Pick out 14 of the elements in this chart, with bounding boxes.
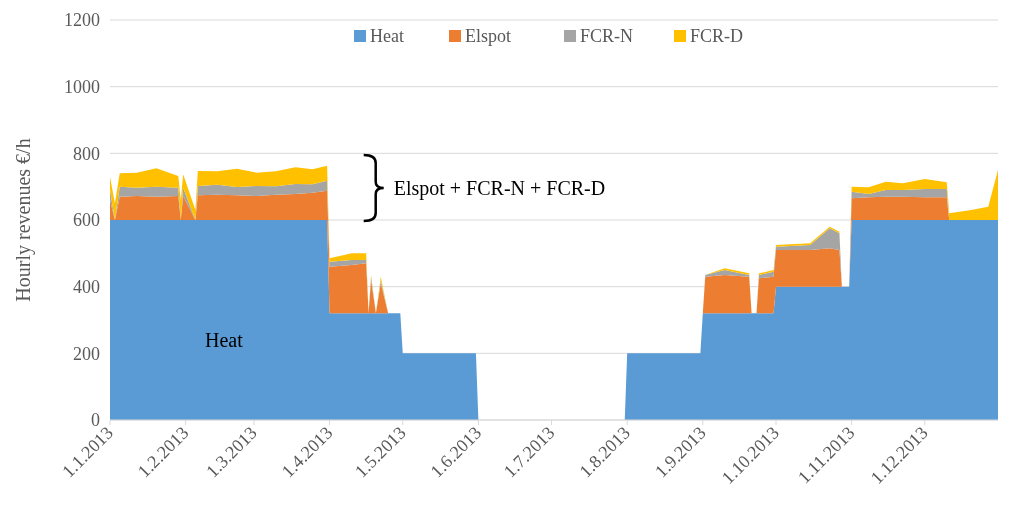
legend-label: Heat bbox=[370, 26, 404, 47]
legend-label: FCR-D bbox=[690, 26, 744, 47]
y-tick-label: 600 bbox=[73, 210, 100, 231]
legend-label: FCR-N bbox=[580, 26, 634, 47]
annotation: Heat bbox=[205, 329, 244, 351]
y-tick-label: 1200 bbox=[64, 10, 100, 31]
y-tick-label: 200 bbox=[73, 343, 100, 364]
annotation: Elspot + FCR-N + FCR-D bbox=[393, 177, 606, 200]
y-axis-title: Hourly revenues €/h bbox=[12, 138, 35, 302]
y-tick-label: 1000 bbox=[64, 76, 100, 97]
legend-label: Elspot bbox=[465, 26, 512, 47]
y-tick-label: 0 bbox=[91, 410, 100, 431]
y-tick-label: 800 bbox=[73, 143, 100, 164]
y-tick-label: 400 bbox=[73, 276, 100, 297]
